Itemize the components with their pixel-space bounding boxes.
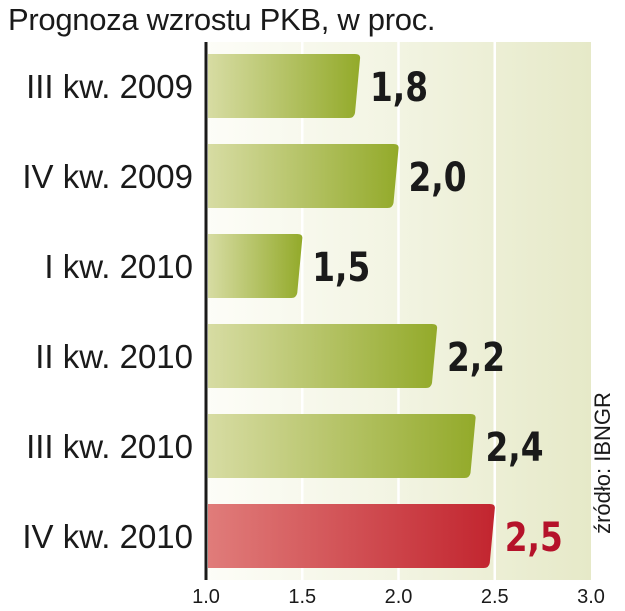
bar	[208, 414, 476, 478]
category-label: IV kw. 2009	[22, 158, 193, 195]
chart-title: Prognoza wzrostu PKB, w proc.	[8, 2, 436, 37]
value-label: 2,5	[505, 514, 563, 561]
bar	[208, 234, 303, 298]
x-tick-label: 1.0	[192, 586, 220, 608]
x-tick-label: 2.5	[481, 586, 509, 608]
source-note: źródło: IBNGR	[590, 392, 615, 534]
value-label: 2,2	[447, 334, 505, 381]
value-label: 1,5	[312, 244, 370, 291]
x-tick-label: 3.0	[577, 586, 605, 608]
category-label: III kw. 2010	[26, 428, 193, 465]
value-label: 2,0	[409, 154, 467, 201]
category-label: II kw. 2010	[35, 338, 193, 375]
x-tick-label: 1.5	[288, 586, 316, 608]
category-label: IV kw. 2010	[22, 518, 193, 555]
value-label: 2,4	[486, 424, 544, 471]
bar	[208, 144, 399, 208]
x-tick-label: 2.0	[385, 586, 413, 608]
value-label: 1,8	[370, 64, 428, 111]
bar-highlight	[208, 504, 495, 568]
bar	[208, 54, 361, 118]
bar	[208, 324, 438, 388]
category-label: I kw. 2010	[44, 248, 193, 285]
category-label: III kw. 2009	[26, 68, 193, 105]
